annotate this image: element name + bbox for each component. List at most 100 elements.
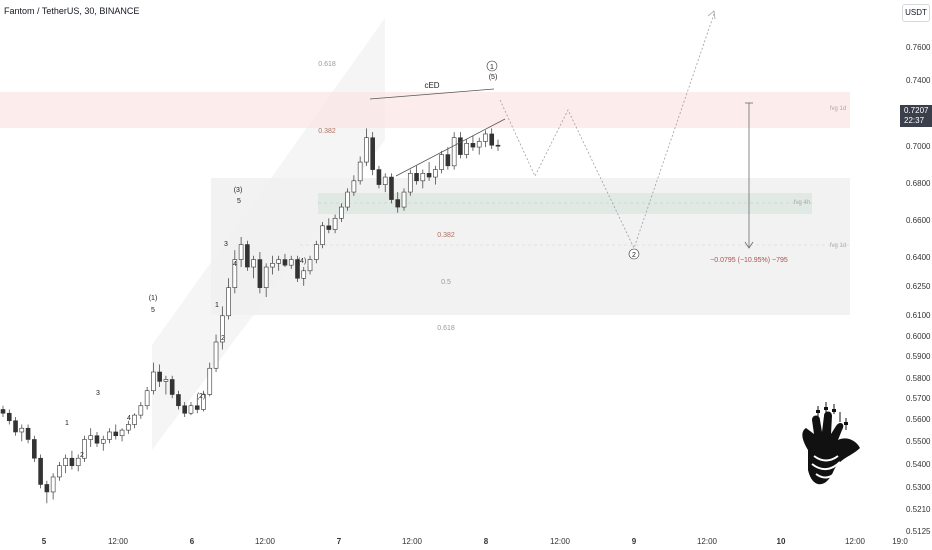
candle — [151, 362, 156, 395]
y-tick-label: 0.5900 — [906, 352, 931, 361]
label-layer: 0.618 0.382 0.382 0.5 0.618 fvg 1d fvg 4h fvg 1… — [65, 60, 846, 459]
candle-body — [38, 457, 43, 485]
candle-body — [207, 367, 213, 395]
currency-button[interactable]: USDT — [902, 4, 930, 22]
y-tick-label: 0.6250 — [906, 282, 931, 291]
fib-level-label: 0.618 — [318, 61, 336, 68]
measure-arrowhead — [744, 241, 754, 249]
candle — [357, 156, 363, 185]
candle — [445, 147, 451, 170]
candle-body — [132, 414, 137, 425]
x-tick-label: 12:00 — [255, 537, 276, 546]
x-tick-label: 6 — [190, 537, 195, 546]
axes-layer: 0.76000.74000.72000.70000.68000.66000.64… — [42, 43, 931, 546]
candle — [420, 169, 426, 189]
symbol-title[interactable]: Fantom / TetherUS, 30, BINANCE — [4, 6, 140, 16]
candle — [263, 263, 269, 298]
projected-path-arrowhead — [707, 10, 716, 20]
y-tick-label: 0.5500 — [906, 437, 931, 446]
candle — [220, 306, 225, 350]
candle — [301, 267, 307, 286]
candle-body — [201, 394, 206, 410]
fvg-4h-zone-green — [318, 193, 812, 214]
candle-body — [464, 143, 469, 155]
candle — [13, 416, 18, 436]
candle — [345, 188, 350, 211]
circled-wave-1 — [486, 60, 498, 72]
candle — [389, 173, 394, 204]
candle-body — [458, 137, 463, 155]
candle-body — [426, 173, 432, 178]
candle — [38, 454, 43, 489]
candle-body — [407, 173, 413, 193]
candle — [194, 398, 200, 414]
candle-body — [395, 199, 401, 208]
y-tick-label: 0.7400 — [906, 76, 931, 85]
wave-label: 2 — [221, 335, 225, 342]
candle — [169, 375, 175, 399]
candle-body — [32, 439, 37, 459]
candle-body — [382, 176, 388, 185]
candle — [414, 165, 419, 185]
candle — [326, 218, 332, 234]
candle-body — [88, 435, 94, 440]
candle-body — [82, 439, 87, 459]
candle-body — [69, 457, 75, 467]
candle-body — [75, 457, 81, 467]
candle — [339, 203, 344, 223]
y-tick-label: 0.6400 — [906, 253, 931, 262]
candle-body — [276, 259, 281, 264]
y-tick-label: 0.5400 — [906, 460, 931, 469]
zone-label: fvg 4h — [794, 200, 810, 206]
current-price-value: 0.7207 — [904, 106, 929, 115]
candle — [451, 132, 457, 170]
candle — [489, 128, 495, 149]
wave-label: cED — [424, 81, 439, 90]
x-tick-label: 8 — [484, 537, 489, 546]
candle — [50, 473, 56, 500]
projected-path — [499, 13, 715, 250]
candle-body — [401, 191, 407, 208]
candle — [395, 192, 401, 213]
candle-body — [25, 427, 31, 440]
candle-body — [176, 394, 181, 407]
candle — [226, 278, 231, 320]
candle — [113, 424, 119, 440]
candle-body — [13, 420, 18, 433]
y-tick-label: 0.6800 — [906, 179, 931, 188]
candle — [464, 139, 469, 159]
candle-body — [245, 244, 250, 268]
candle-body — [339, 206, 344, 219]
fib-level-label: 0.618 — [437, 325, 455, 332]
candle-body — [326, 225, 332, 230]
candle-body — [320, 225, 325, 245]
y-tick-label: 0.7000 — [906, 142, 931, 151]
candle — [401, 188, 407, 211]
candle-body — [414, 173, 419, 182]
y-tick-label: 0.5700 — [906, 394, 931, 403]
candle — [439, 150, 444, 174]
candle-body — [257, 259, 263, 288]
candle — [144, 386, 150, 410]
candle — [251, 255, 256, 279]
candle-body — [19, 427, 25, 433]
candle — [0, 405, 6, 417]
candle — [57, 461, 62, 481]
candle-body — [220, 315, 225, 343]
candle-body — [439, 154, 444, 170]
candle — [483, 130, 488, 148]
candle-body — [451, 137, 457, 167]
wave-label: 5 — [151, 307, 155, 314]
candle — [132, 413, 137, 429]
zone-label: fvg 1d — [830, 243, 846, 249]
x-tick-label: 12:00 — [108, 537, 129, 546]
candle-body — [182, 405, 188, 414]
wave-label: (4) — [298, 258, 307, 265]
candle — [119, 428, 125, 442]
candle-body — [295, 259, 300, 279]
candle-body — [44, 484, 50, 493]
fib-level-label: 0.5 — [441, 279, 451, 286]
candle — [282, 253, 288, 268]
fvg-1d-zone-red — [0, 92, 850, 128]
